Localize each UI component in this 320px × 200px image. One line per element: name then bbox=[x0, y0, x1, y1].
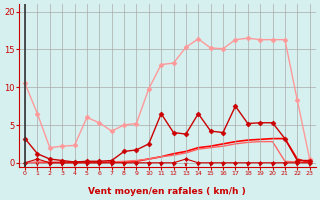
X-axis label: Vent moyen/en rafales ( km/h ): Vent moyen/en rafales ( km/h ) bbox=[88, 187, 246, 196]
